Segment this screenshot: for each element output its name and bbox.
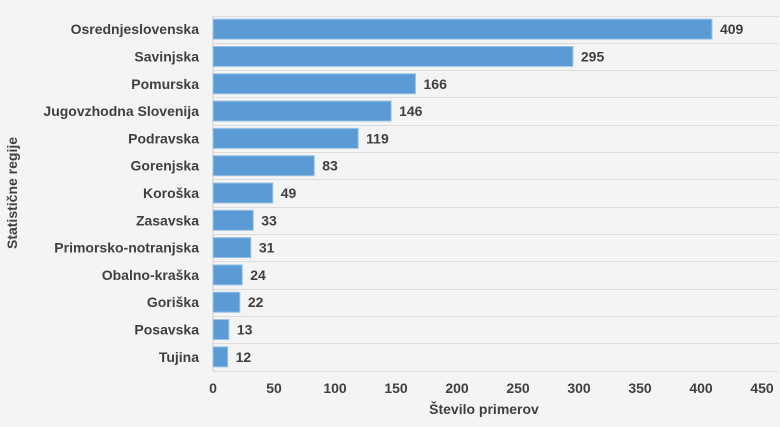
bar: [212, 346, 229, 368]
data-label: 33: [261, 212, 277, 228]
x-tick-label: 400: [689, 380, 713, 396]
data-label: 409: [720, 21, 744, 37]
gridlines: [212, 15, 778, 372]
bar: [212, 45, 574, 67]
bar: [212, 18, 713, 40]
category-label: Obalno-kraška: [102, 267, 199, 283]
data-label: 12: [236, 349, 252, 365]
data-label: 49: [281, 185, 297, 201]
x-tick-label: 50: [266, 380, 282, 396]
bar: [212, 182, 274, 204]
data-label: 13: [237, 322, 253, 338]
data-label: 83: [322, 158, 338, 174]
category-label: Posavska: [134, 322, 199, 338]
x-tick-label: 200: [445, 380, 469, 396]
bar: [212, 209, 254, 231]
category-label: Goriška: [147, 294, 199, 310]
bar: [212, 73, 417, 95]
category-label: Savinjska: [134, 48, 199, 64]
data-label: 146: [399, 103, 423, 119]
y-axis-label: Statistične regije: [4, 137, 20, 249]
x-tick-label: 450: [750, 380, 774, 396]
x-tick-label: 300: [567, 380, 591, 396]
data-label: 22: [248, 294, 264, 310]
bar: [212, 319, 230, 341]
category-label: Jugovzhodna Slovenija: [43, 103, 199, 119]
bar: [212, 291, 241, 313]
category-label: Primorsko-notranjska: [54, 240, 199, 256]
category-label: Gorenjska: [131, 158, 200, 174]
category-label: Pomurska: [131, 76, 199, 92]
bar: [212, 100, 392, 122]
bar: [212, 127, 359, 149]
data-label: 295: [581, 48, 605, 64]
bar: [212, 264, 243, 286]
x-tick-labels: 0 50 100 150 200 250 300 350 400 450: [209, 380, 774, 396]
data-label: 166: [424, 76, 448, 92]
category-label: Zasavska: [136, 212, 199, 228]
bars: [212, 18, 713, 368]
bar: [212, 237, 252, 259]
x-tick-label: 350: [628, 380, 652, 396]
data-label: 24: [250, 267, 266, 283]
x-tick-label: 150: [384, 380, 408, 396]
category-label: Osrednjeslovenska: [71, 21, 200, 37]
x-axis-label: Število primerov: [429, 400, 539, 417]
x-tick-label: 100: [323, 380, 347, 396]
data-label: 119: [366, 130, 389, 146]
category-labels: Osrednjeslovenska Savinjska Pomurska Jugovz…: [43, 21, 199, 365]
category-label: Podravska: [128, 130, 199, 146]
bar: [212, 155, 315, 177]
data-label: 31: [259, 240, 275, 256]
x-tick-label: 250: [506, 380, 530, 396]
category-label: Tujina: [159, 349, 199, 365]
x-tick-label: 0: [209, 380, 217, 396]
category-label: Koroška: [143, 185, 199, 201]
